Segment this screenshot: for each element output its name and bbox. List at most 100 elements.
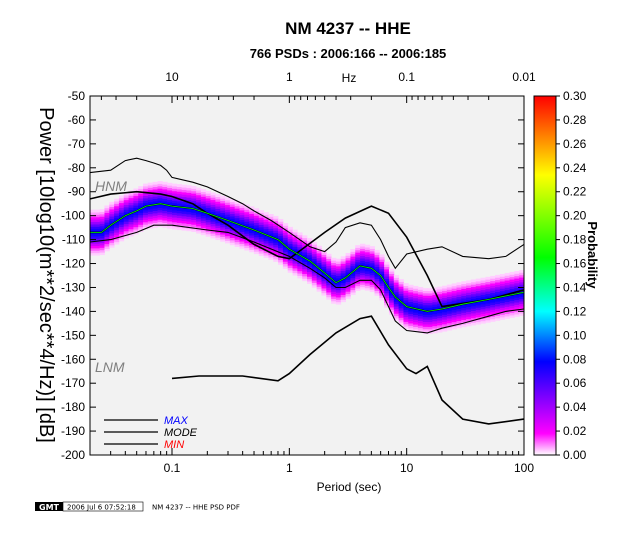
density-cell (490, 292, 496, 296)
density-cell (138, 212, 144, 216)
density-cell (99, 223, 105, 227)
density-cell (244, 228, 250, 232)
density-cell (225, 207, 231, 210)
density-cell (413, 312, 419, 316)
density-cell (196, 230, 202, 234)
density-cell (186, 218, 192, 222)
density-cell (253, 234, 260, 238)
y-tick-label: -160 (61, 352, 85, 366)
density-cell (167, 187, 173, 191)
density-cell (422, 290, 428, 294)
y-tick-label: -170 (61, 376, 85, 390)
density-cell (239, 212, 245, 216)
density-cell (133, 214, 139, 218)
density-cell (360, 253, 366, 257)
density-cell (432, 294, 438, 298)
density-cell (374, 257, 380, 260)
density-cell (162, 196, 168, 199)
density-cell (470, 293, 477, 297)
density-cell (316, 257, 322, 261)
y-axis-label: Power [10log10(m**2/sec**4/Hz)] [dB] (35, 107, 57, 443)
density-cell (302, 235, 308, 239)
density-cell (186, 211, 192, 215)
density-cell (311, 241, 318, 245)
density-cell (374, 285, 380, 289)
density-cell (307, 261, 313, 265)
density-cell (268, 225, 274, 229)
density-cell (307, 273, 313, 277)
density-cell (278, 226, 284, 229)
density-cell (379, 295, 385, 298)
density-cell (504, 282, 510, 286)
density-cell (495, 301, 501, 305)
density-cell (437, 329, 443, 333)
density-cell (205, 233, 211, 237)
density-cell (490, 311, 496, 315)
density-cell (345, 262, 351, 266)
density-cell (109, 228, 115, 231)
density-cell (220, 210, 226, 214)
density-cell (355, 273, 361, 277)
density-cell (205, 193, 211, 197)
density-cell (432, 311, 438, 315)
density-cell (123, 204, 129, 208)
density-cell (143, 224, 149, 228)
density-cell (442, 290, 448, 294)
density-cell (268, 228, 274, 232)
density-cell (229, 204, 236, 207)
density-cell (427, 319, 433, 323)
density-cell (519, 272, 524, 276)
density-cell (215, 203, 221, 207)
density-cell (99, 218, 105, 222)
density-cell (446, 286, 453, 290)
colorbar-tick-label: 0.12 (563, 304, 587, 318)
density-cell (490, 295, 496, 298)
density-cell (171, 226, 178, 230)
density-cell (109, 204, 115, 208)
density-cell (162, 198, 168, 202)
density-cell (403, 302, 409, 306)
density-cell (109, 244, 115, 248)
density-cell (278, 245, 284, 249)
density-cell (475, 292, 481, 296)
density-cell (437, 312, 443, 316)
density-cell (442, 292, 448, 296)
density-cell (408, 287, 414, 290)
density-cell (369, 274, 375, 278)
density-cell (90, 209, 96, 213)
density-cell (234, 203, 240, 207)
density-cell (123, 235, 129, 239)
density-cell (379, 266, 385, 270)
density-cell (176, 193, 183, 197)
density-cell (485, 293, 491, 297)
density-cell (253, 215, 260, 219)
density-cell (263, 250, 269, 254)
density-cell (287, 258, 293, 261)
density-cell (369, 250, 375, 254)
density-cell (90, 228, 96, 232)
density-cell (157, 214, 163, 218)
density-cell (499, 281, 506, 284)
density-cell (326, 296, 332, 300)
density-cell (99, 237, 105, 241)
density-cell (292, 263, 298, 266)
density-cell (220, 229, 226, 233)
psd-curves (90, 157, 524, 425)
density-cell (461, 281, 467, 285)
x-tick-label: 100 (514, 461, 534, 475)
density-cell (128, 219, 134, 223)
density-cell (200, 205, 207, 209)
density-cell (490, 316, 496, 320)
density-cell (403, 299, 409, 303)
density-cell (466, 304, 472, 308)
density-cell (509, 303, 515, 306)
density-cell (485, 279, 491, 283)
density-cell (147, 213, 154, 217)
density-cell (215, 232, 221, 236)
density-cell (374, 283, 380, 287)
density-cell (509, 281, 515, 285)
density-cell (490, 302, 496, 306)
density-cell (307, 264, 313, 268)
density-cell (157, 216, 163, 220)
density-cell (215, 196, 221, 200)
